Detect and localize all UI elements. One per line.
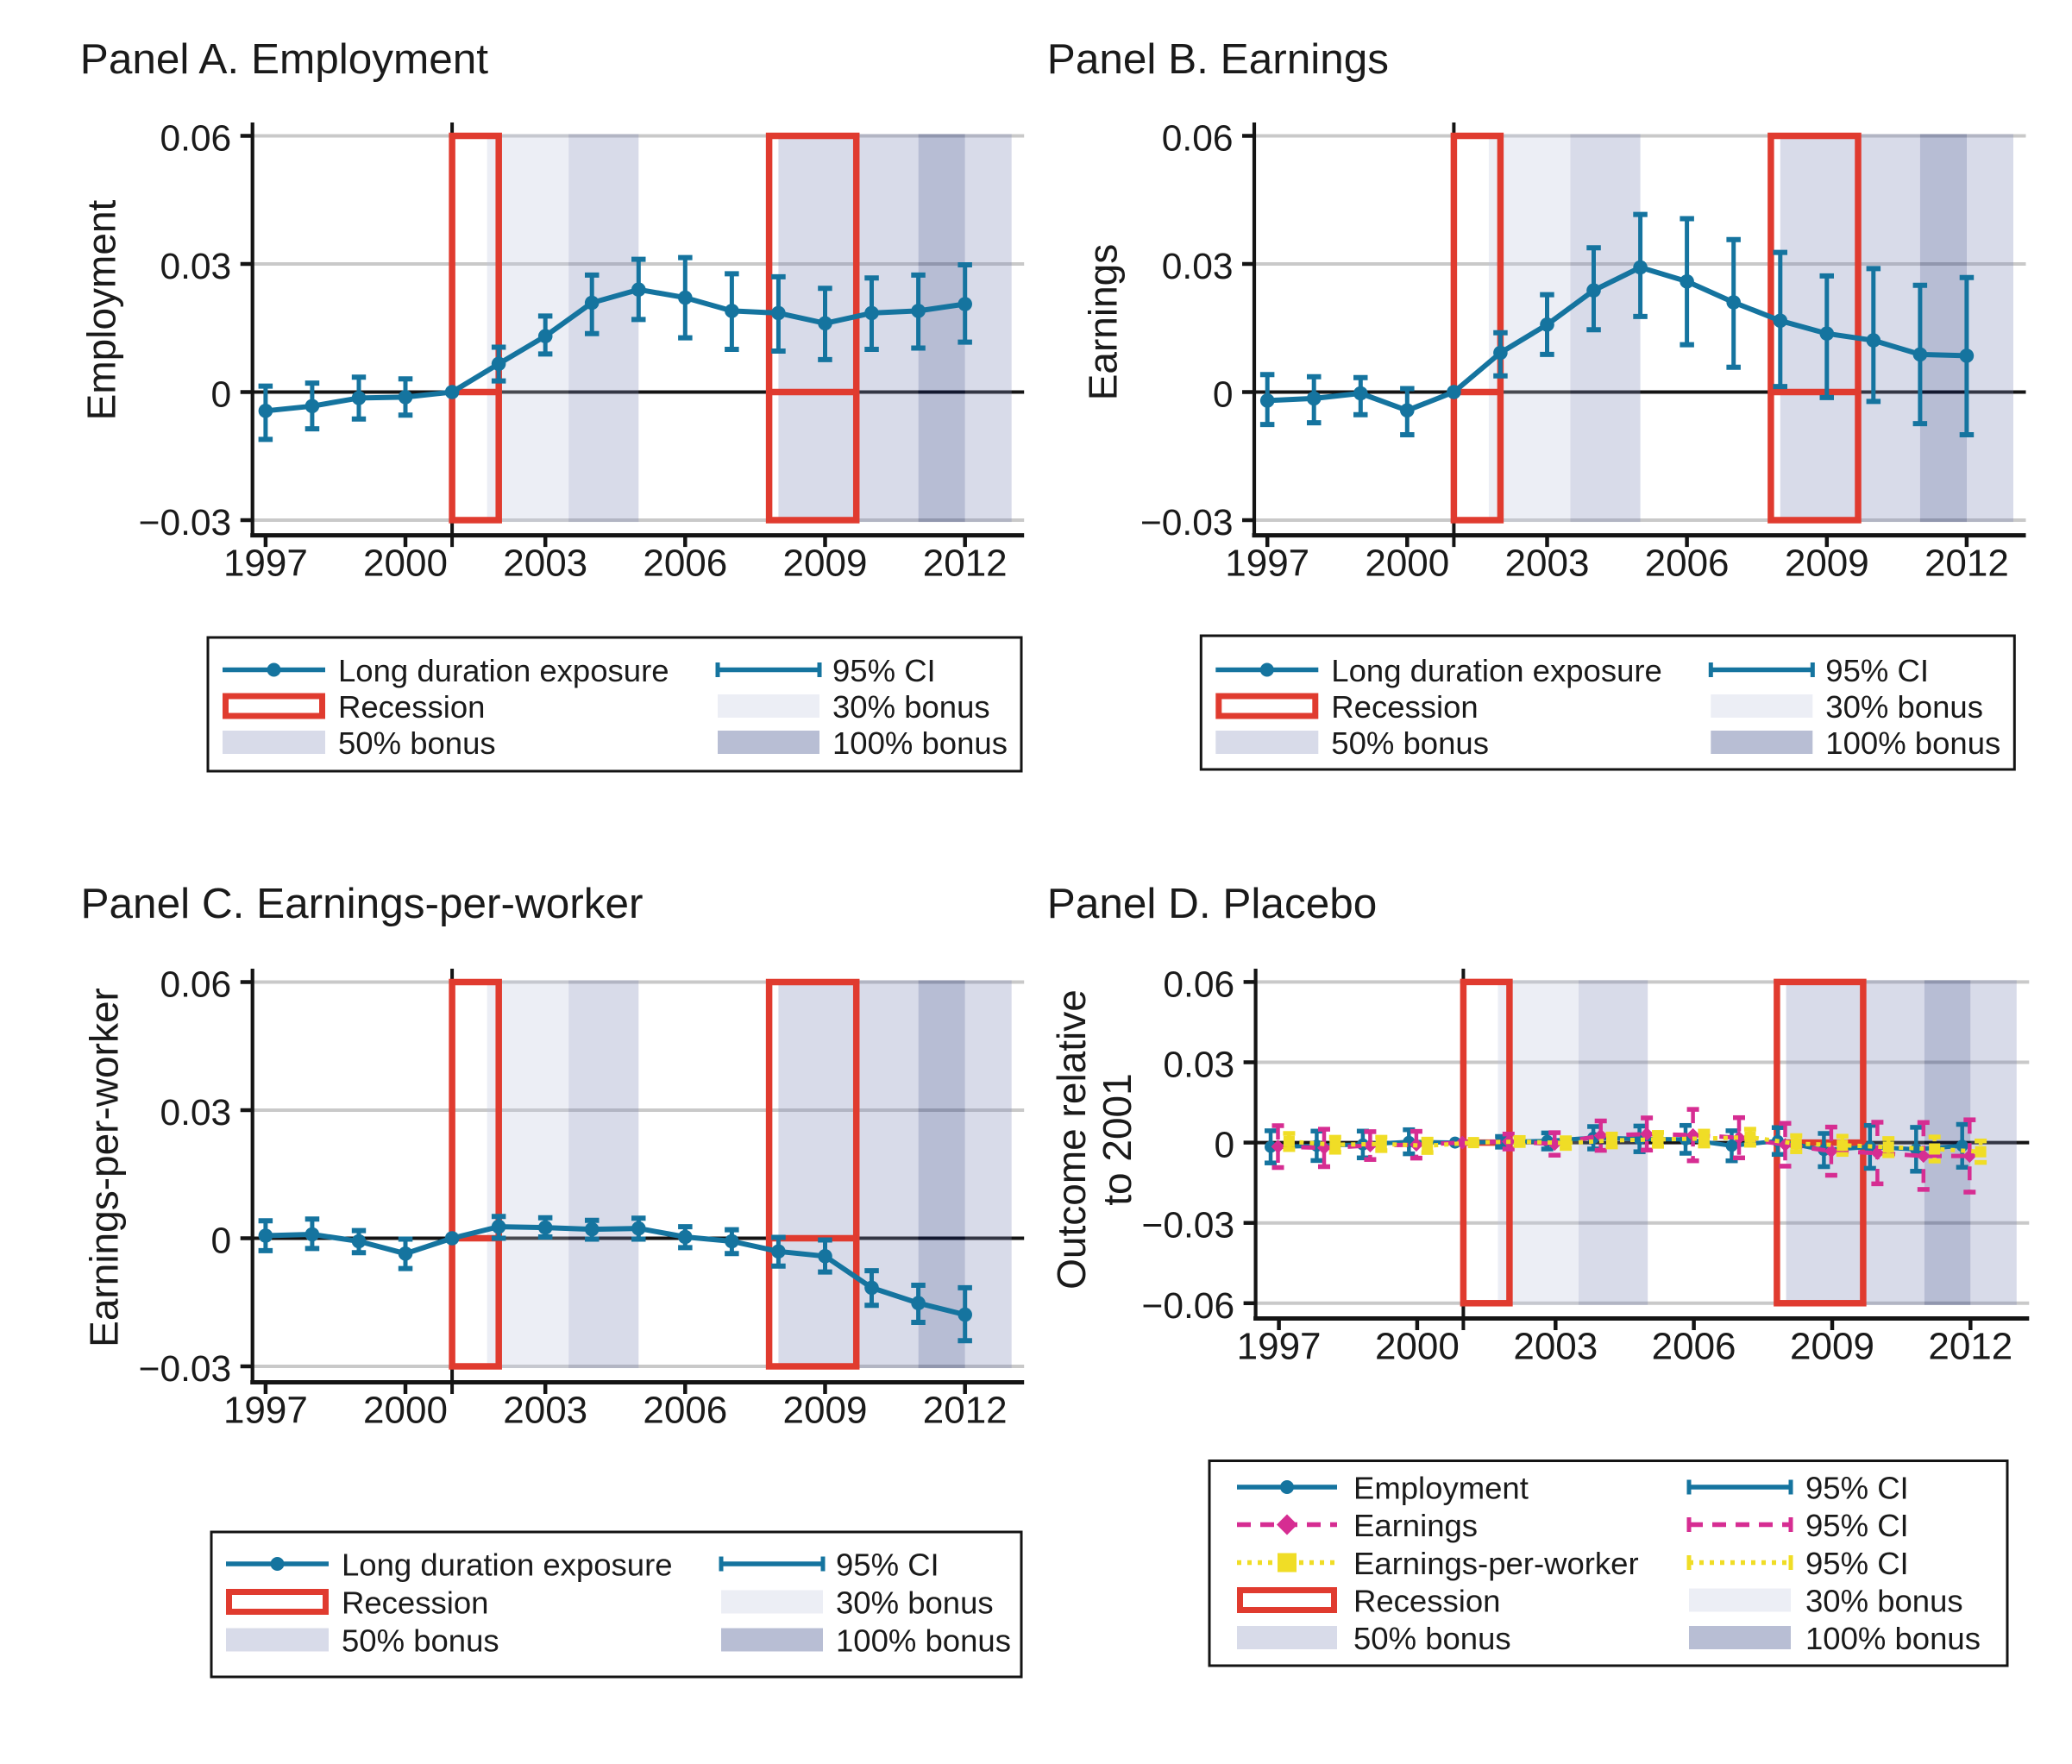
svg-text:Long duration exposure: Long duration exposure [338, 653, 669, 688]
svg-text:0.06: 0.06 [160, 119, 231, 160]
svg-text:2006: 2006 [1652, 1326, 1736, 1368]
svg-text:50% bonus: 50% bonus [342, 1623, 499, 1659]
svg-text:Earnings-per-worker: Earnings-per-worker [82, 988, 127, 1347]
svg-text:0.03: 0.03 [160, 247, 231, 287]
svg-text:0: 0 [211, 375, 232, 416]
svg-text:2012: 2012 [923, 543, 1008, 585]
svg-text:2009: 2009 [783, 543, 868, 585]
svg-text:to 2001: to 2001 [1095, 1073, 1140, 1205]
svg-text:−0.03: −0.03 [139, 503, 232, 543]
svg-text:50% bonus: 50% bonus [1331, 725, 1489, 761]
svg-text:30% bonus: 30% bonus [836, 1585, 994, 1621]
svg-text:50% bonus: 50% bonus [1353, 1621, 1511, 1656]
svg-text:50% bonus: 50% bonus [338, 725, 496, 761]
svg-text:95% CI: 95% CI [836, 1547, 939, 1583]
svg-text:Earnings-per-worker: Earnings-per-worker [1353, 1546, 1639, 1581]
svg-text:Outcome relative: Outcome relative [1049, 989, 1094, 1290]
svg-text:2006: 2006 [643, 543, 727, 585]
svg-text:Recession: Recession [342, 1585, 488, 1621]
svg-text:2012: 2012 [1928, 1326, 2012, 1368]
svg-text:0: 0 [211, 1221, 232, 1262]
svg-text:2000: 2000 [363, 543, 448, 585]
svg-text:95% CI: 95% CI [1805, 1508, 1909, 1543]
svg-text:100% bonus: 100% bonus [1825, 725, 2000, 761]
svg-text:2000: 2000 [1365, 543, 1449, 585]
svg-text:Panel B. Earnings: Panel B. Earnings [1047, 35, 1389, 83]
svg-text:2009: 2009 [1790, 1326, 1874, 1368]
svg-text:Earnings: Earnings [1081, 244, 1126, 401]
svg-text:Long duration exposure: Long duration exposure [342, 1547, 673, 1583]
svg-text:95% CI: 95% CI [1825, 653, 1929, 688]
svg-text:95% CI: 95% CI [832, 653, 936, 688]
svg-text:2012: 2012 [1924, 543, 2009, 585]
svg-text:0.06: 0.06 [1162, 119, 1234, 160]
svg-text:2012: 2012 [923, 1390, 1008, 1432]
svg-text:0: 0 [1214, 1126, 1234, 1166]
svg-text:100% bonus: 100% bonus [836, 1623, 1011, 1659]
svg-text:0: 0 [1213, 375, 1234, 416]
svg-text:30% bonus: 30% bonus [832, 689, 990, 725]
svg-text:Panel A. Employment: Panel A. Employment [80, 35, 488, 83]
svg-text:2000: 2000 [1375, 1326, 1460, 1368]
svg-text:−0.03: −0.03 [1142, 1206, 1235, 1246]
svg-text:1997: 1997 [1225, 543, 1309, 585]
svg-text:Recession: Recession [1353, 1584, 1500, 1619]
svg-text:0.03: 0.03 [1163, 1045, 1234, 1086]
svg-text:−0.06: −0.06 [1142, 1286, 1235, 1327]
svg-text:Recession: Recession [338, 689, 485, 725]
svg-text:2003: 2003 [1513, 1326, 1598, 1368]
svg-text:Employment: Employment [79, 199, 124, 420]
svg-text:1997: 1997 [223, 1390, 308, 1432]
svg-text:−0.03: −0.03 [139, 1349, 232, 1390]
svg-text:−0.03: −0.03 [1140, 503, 1234, 543]
svg-text:2009: 2009 [1785, 543, 1869, 585]
svg-text:0.06: 0.06 [1163, 964, 1234, 1005]
svg-text:Long duration exposure: Long duration exposure [1331, 653, 1662, 688]
svg-text:95% CI: 95% CI [1805, 1546, 1909, 1581]
svg-text:Panel C. Earnings-per-worker: Panel C. Earnings-per-worker [81, 880, 644, 927]
svg-text:0.06: 0.06 [160, 965, 231, 1006]
svg-text:Panel D. Placebo: Panel D. Placebo [1047, 880, 1378, 927]
svg-text:2003: 2003 [1505, 543, 1590, 585]
svg-text:1997: 1997 [1237, 1326, 1322, 1368]
svg-text:100% bonus: 100% bonus [1805, 1621, 1981, 1656]
svg-text:30% bonus: 30% bonus [1805, 1584, 1963, 1619]
svg-text:2003: 2003 [503, 543, 587, 585]
svg-text:Recession: Recession [1331, 689, 1478, 725]
svg-text:0.03: 0.03 [1162, 247, 1234, 287]
svg-text:2003: 2003 [503, 1390, 587, 1432]
svg-text:2006: 2006 [1645, 543, 1730, 585]
svg-text:2000: 2000 [363, 1390, 448, 1432]
svg-text:95% CI: 95% CI [1805, 1471, 1909, 1506]
svg-text:0.03: 0.03 [160, 1093, 231, 1133]
svg-text:Employment: Employment [1353, 1471, 1529, 1506]
svg-text:1997: 1997 [223, 543, 308, 585]
svg-text:2009: 2009 [783, 1390, 868, 1432]
svg-text:30% bonus: 30% bonus [1825, 689, 1983, 725]
svg-text:Earnings: Earnings [1353, 1508, 1478, 1543]
svg-text:100% bonus: 100% bonus [832, 725, 1008, 761]
svg-text:2006: 2006 [643, 1390, 727, 1432]
